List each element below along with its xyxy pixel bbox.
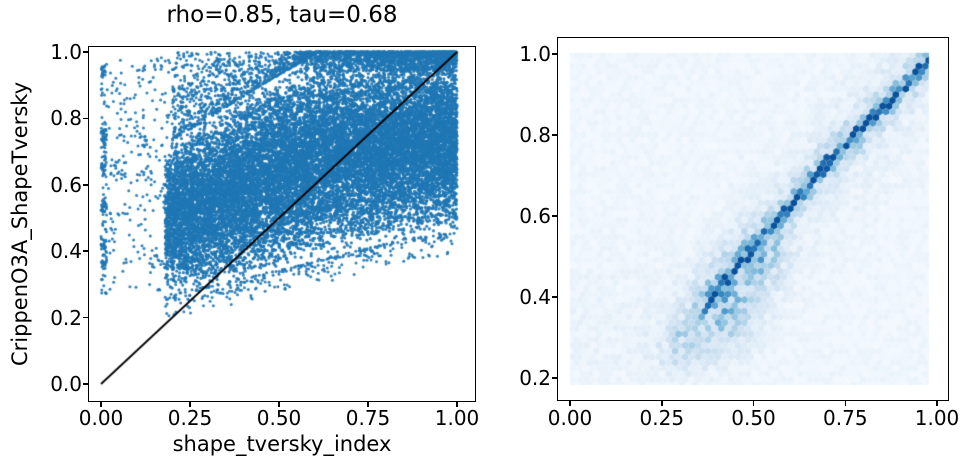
x-tick-label: 0.25 [167,406,213,430]
y-tick-label: 0.2 [50,305,82,330]
y-tick-mark [552,53,557,55]
x-tick-label: 1.00 [914,406,960,430]
left-plot-title: rho=0.85, tau=0.68 [166,2,398,28]
y-tick-mark [83,51,88,53]
y-tick-label: 0.6 [519,204,551,228]
x-tick-label: 0.75 [823,406,868,430]
y-tick-label: 0.6 [50,172,82,197]
y-tick-label: 1.0 [50,40,82,64]
x-tick-label: 0.50 [731,406,776,430]
x-tick-label: 1.00 [434,406,480,430]
y-tick-mark [83,383,88,385]
y-tick-label: 1.0 [519,42,551,66]
y-tick-mark [552,134,557,136]
x-tick-mark [936,401,938,406]
x-tick-label: 0.75 [345,406,391,430]
left-plot-canvas [88,46,476,402]
x-tick-mark [752,401,755,406]
x-tick-label: 0.00 [547,406,593,430]
x-tick-mark [278,402,280,407]
x-tick-mark [569,401,571,406]
y-tick-label: 0.8 [519,123,551,147]
x-tick-mark [456,402,458,407]
x-tick-label: 0.50 [256,406,302,430]
y-tick-mark [83,117,88,120]
left-plot-ylabel: CrippenO3A_ShapeTversky [8,81,32,367]
x-tick-mark [844,401,847,406]
y-tick-label: 0.4 [50,239,82,264]
x-tick-mark [367,402,369,407]
x-tick-label: 0.00 [78,406,124,430]
y-tick-mark [83,184,88,186]
x-tick-mark [189,402,191,407]
y-tick-mark [552,296,557,298]
y-tick-mark [83,316,88,319]
left-plot-xlabel: shape_tversky_index [172,432,392,456]
x-tick-mark [100,402,102,407]
y-tick-label: 0.4 [519,285,551,309]
x-tick-mark [661,401,663,406]
y-tick-label: 0.0 [50,372,82,396]
y-tick-label: 0.2 [519,366,551,390]
right-plot-canvas [557,37,949,401]
y-tick-mark [552,377,557,379]
x-tick-label: 0.25 [639,406,685,430]
y-tick-label: 0.8 [50,106,82,131]
y-tick-mark [552,215,557,217]
y-tick-mark [83,250,88,252]
